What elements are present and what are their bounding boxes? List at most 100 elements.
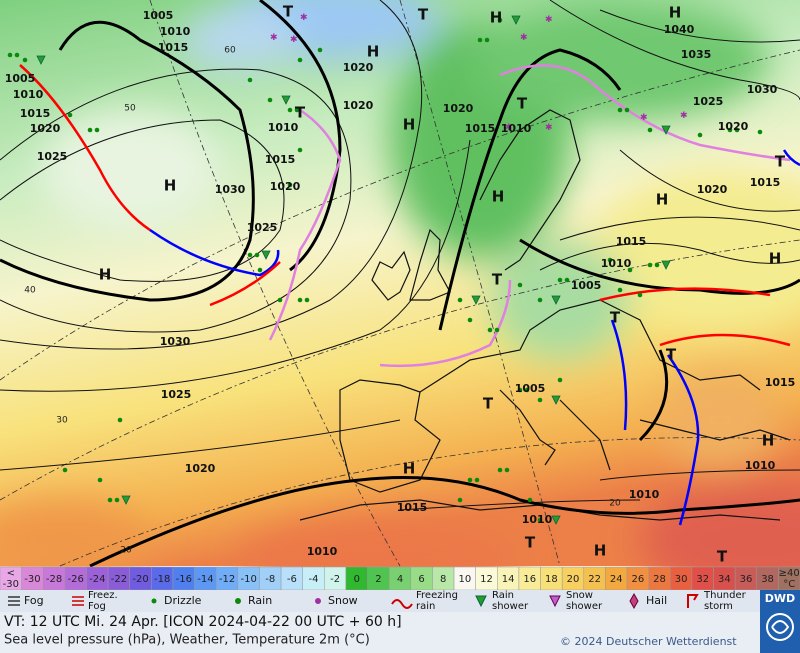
grid-label: 30 — [56, 416, 68, 426]
snow-symbol: ✱ — [290, 35, 298, 45]
grid-label: 20 — [120, 546, 132, 556]
pressure-label: 1020 — [343, 61, 374, 74]
legend-icon — [475, 595, 487, 608]
legend-icon — [315, 598, 321, 604]
snow-symbol: ✱ — [520, 33, 528, 43]
logo-ring — [766, 613, 794, 641]
scale-label: -24 — [89, 574, 105, 585]
pressure-label: 1015 — [616, 235, 647, 248]
pressure-center: T — [483, 395, 494, 413]
rain-symbol — [647, 127, 653, 133]
pressure-label: 1020 — [697, 183, 728, 196]
legend-label: Hail — [646, 594, 667, 607]
rain-symbol — [494, 327, 500, 333]
legend-label: Thunder — [703, 590, 747, 601]
rain-symbol — [297, 297, 303, 303]
pressure-label: 1025 — [247, 221, 278, 234]
pressure-label: 1025 — [693, 95, 724, 108]
pressure-center: H — [669, 4, 682, 22]
snow-symbol: ✱ — [545, 123, 553, 133]
pressure-label: 1020 — [270, 180, 301, 193]
fronts — [19, 64, 800, 526]
pressure-label: 1010 — [501, 122, 532, 135]
scale-label: < — [7, 568, 15, 579]
legend-icon — [72, 596, 84, 606]
scale-label: 30 — [675, 574, 688, 585]
pressure-label: 1030 — [160, 335, 191, 348]
rain-symbol — [504, 467, 510, 473]
scale-label: 36 — [740, 574, 753, 585]
rain-symbol — [22, 57, 28, 63]
rain-symbol — [484, 37, 490, 43]
rain-symbol — [697, 132, 703, 138]
pressure-center: T — [517, 95, 528, 113]
rain-symbol — [557, 377, 563, 383]
scale-label: 24 — [610, 574, 623, 585]
scale-label: -10 — [240, 574, 256, 585]
legend-label: Rain — [492, 590, 514, 601]
rain-symbol — [654, 262, 660, 268]
pressure-label: 1005 — [5, 72, 36, 85]
rain-symbol — [467, 477, 473, 483]
scale-label: -2 — [330, 574, 340, 585]
legend-label: Fog — [24, 594, 44, 607]
legend-icon — [549, 595, 561, 608]
rain-symbol — [304, 297, 310, 303]
rain-symbol — [287, 182, 293, 188]
rain-symbol — [537, 297, 543, 303]
scale-label: 26 — [631, 574, 644, 585]
pressure-label: 1035 — [681, 48, 712, 61]
isobars — [0, 0, 800, 511]
pressure-center: H — [403, 116, 416, 134]
pressure-center: H — [492, 188, 505, 206]
pressure-label: 1010 — [268, 121, 299, 134]
legend-icon — [151, 598, 157, 604]
scale-label: -22 — [111, 574, 127, 585]
pressure-center: H — [762, 432, 775, 450]
snow-symbol: ✱ — [680, 111, 688, 121]
snow-symbol: ✱ — [270, 33, 278, 43]
legend-label: rain — [416, 601, 435, 612]
pressure-label: 1015 — [20, 107, 51, 120]
scale-label: 20 — [567, 574, 580, 585]
rain-symbol — [62, 467, 68, 473]
pressure-center: T — [717, 548, 728, 566]
scale-label: 18 — [545, 574, 558, 585]
legend-label: Snow — [328, 594, 358, 607]
snow-symbol: ✱ — [505, 123, 513, 133]
legend-background — [0, 590, 760, 612]
rain-symbol — [254, 252, 260, 258]
rain-symbol — [497, 17, 503, 23]
rain-symbol — [727, 127, 733, 133]
valid-time: VT: 12 UTC Mi. 24 Apr. [ICON 2024-04-22 … — [4, 614, 402, 630]
legend-label: shower — [492, 601, 529, 612]
pressure-label: 1005 — [143, 9, 174, 22]
copyright: © 2024 Deutscher Wetterdienst — [560, 635, 737, 648]
shower-symbol — [121, 495, 131, 505]
scale-label: -14 — [197, 574, 213, 585]
rain-symbol — [517, 282, 523, 288]
pressure-label: 1040 — [664, 23, 695, 36]
pressure-label: 1015 — [765, 376, 796, 389]
rain-symbol — [527, 497, 533, 503]
rain-symbol — [467, 317, 473, 323]
logo-swirl — [771, 620, 790, 634]
map: ✱ ✱✱✱✱✱ ✱✱ ✱ 100510101015100510101015102010… — [0, 0, 800, 600]
scale-label: 34 — [718, 574, 731, 585]
rain-symbol — [294, 107, 300, 113]
scale-label: -6 — [287, 574, 297, 585]
grid-label: 40 — [24, 286, 36, 296]
pressure-label: 1020 — [443, 102, 474, 115]
rain-symbol — [637, 292, 643, 298]
rain-symbol — [487, 327, 493, 333]
scale-label: 28 — [653, 574, 666, 585]
rain-symbol — [94, 127, 100, 133]
scale-label: 16 — [523, 574, 536, 585]
rain-symbol — [627, 267, 633, 273]
shower-symbol — [551, 295, 561, 305]
scale-label: -8 — [265, 574, 275, 585]
product-description: Sea level pressure (hPa), Weather, Tempe… — [4, 633, 370, 648]
pressure-label: 1015 — [158, 41, 189, 54]
pressure-center: H — [490, 9, 503, 27]
